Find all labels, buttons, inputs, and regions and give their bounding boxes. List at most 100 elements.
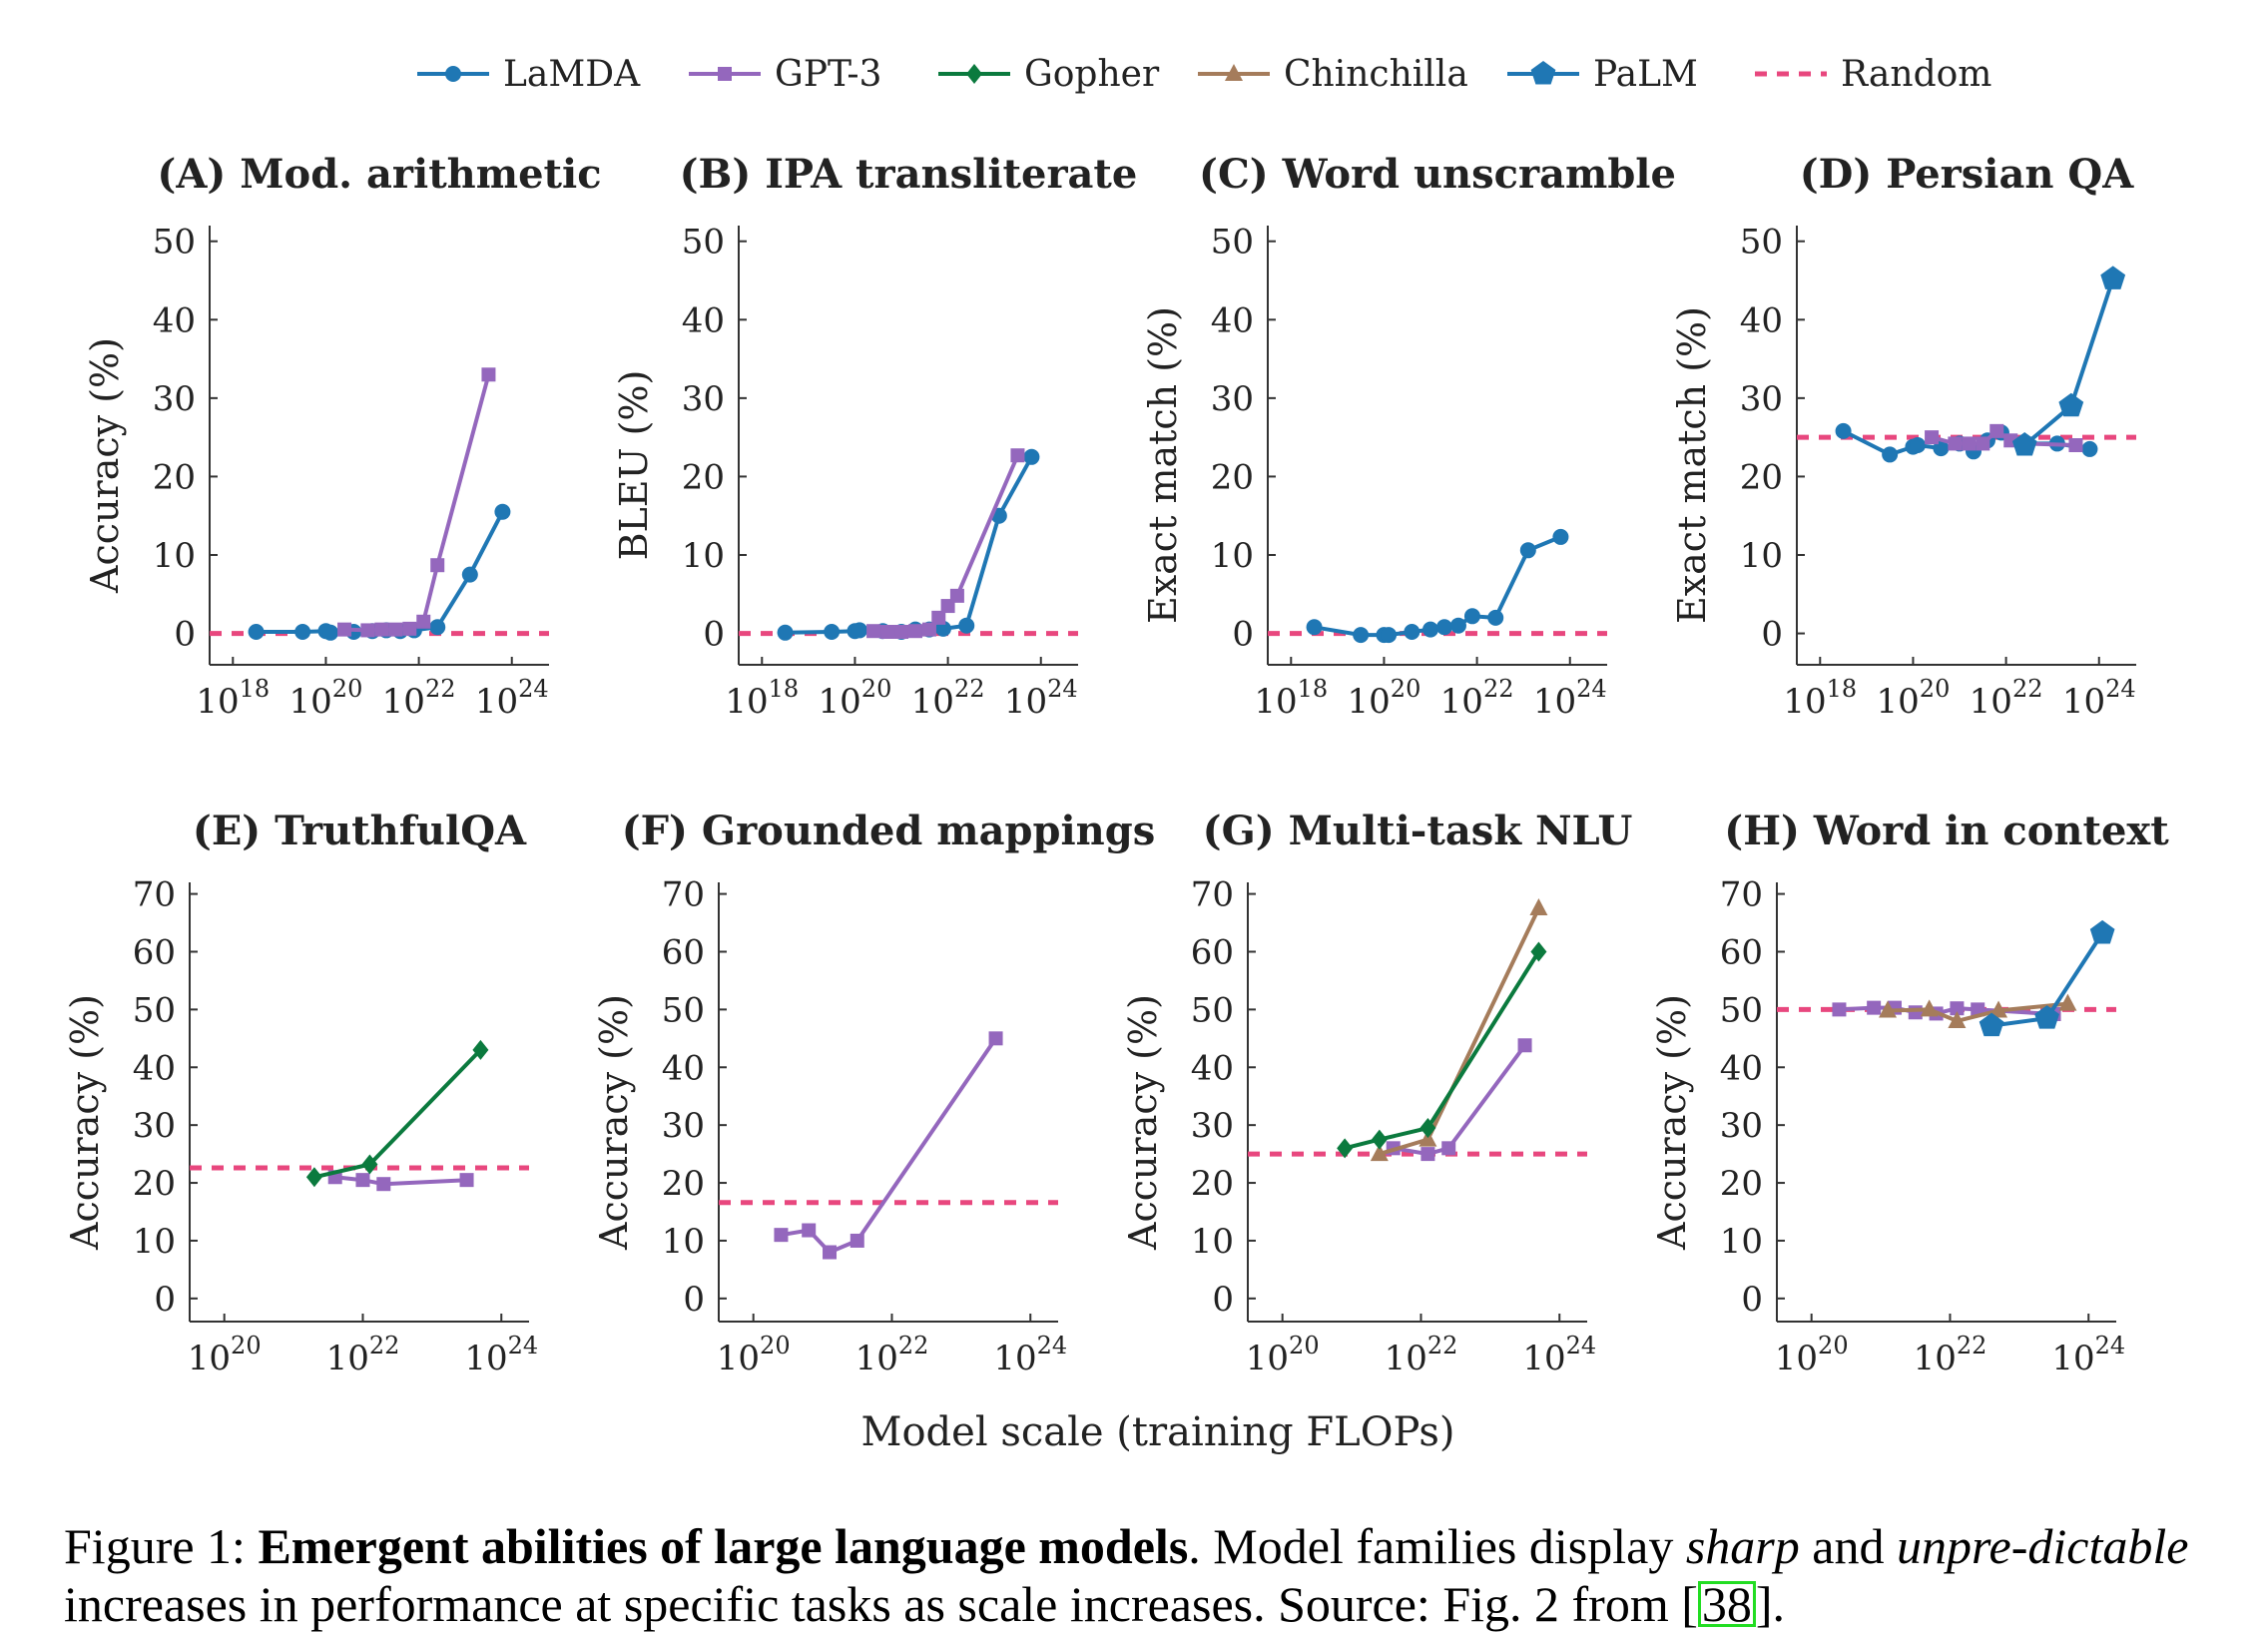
- y-axis-label: Exact match (%): [1670, 306, 1714, 624]
- data-point-lamda: [1519, 542, 1536, 559]
- y-tick-label: 40: [133, 1048, 176, 1088]
- x-tick-label: 1022: [1970, 675, 2043, 722]
- y-tick-label: 0: [683, 1280, 705, 1320]
- x-tick-label: 1022: [1914, 1332, 1987, 1378]
- caption-bold: Emergent abilities of large language mod…: [258, 1518, 1189, 1574]
- y-tick-label: 50: [1740, 223, 1783, 263]
- legend-label-gopher: Gopher: [1024, 54, 1160, 95]
- data-point-gpt-3: [949, 588, 964, 603]
- series-line-palm: [2022, 277, 2115, 447]
- data-point-chinchilla: [1920, 999, 1939, 1017]
- x-tick-label: 1024: [1533, 675, 1607, 722]
- data-point-gpt-3: [360, 623, 375, 638]
- legend-label-random: Random: [1841, 54, 1991, 95]
- data-point-lamda: [1835, 422, 1852, 439]
- x-tick-label: 1018: [196, 675, 270, 722]
- y-tick-label: 70: [133, 875, 176, 915]
- y-tick-label: 10: [1211, 536, 1254, 576]
- x-tick-label: 1022: [855, 1332, 929, 1378]
- data-point-gpt-3: [1867, 1000, 1882, 1015]
- y-tick-label: 10: [682, 536, 725, 576]
- x-tick-label: 1020: [717, 1332, 791, 1378]
- data-point-palm: [2100, 266, 2126, 289]
- y-axis-label: Accuracy (%): [1121, 994, 1165, 1251]
- data-point-gpt-3: [2068, 438, 2083, 452]
- data-point-gopher: [1530, 941, 1547, 962]
- legend-item-chinchilla: Chinchilla: [1198, 54, 1468, 95]
- citation-link[interactable]: 38: [1697, 1579, 1756, 1629]
- data-point-lamda: [1552, 528, 1569, 545]
- data-point-gpt-3: [921, 622, 936, 637]
- caption-italic-sharp: sharp: [1685, 1518, 1800, 1574]
- y-tick-label: 50: [1191, 990, 1234, 1030]
- y-axis-label: BLEU (%): [612, 370, 656, 561]
- series-gopher: [1337, 941, 1547, 1159]
- x-tick-label: 1024: [1522, 1332, 1596, 1378]
- y-tick-label: 10: [1720, 1222, 1763, 1262]
- data-point-gpt-3: [823, 1245, 838, 1260]
- data-point-gpt-3: [988, 1031, 1003, 1046]
- data-point-gpt-3: [1832, 1002, 1847, 1017]
- x-tick-label: 1024: [464, 1332, 538, 1378]
- series-gpt-3: [866, 448, 1025, 639]
- data-point-gpt-3: [850, 1233, 864, 1248]
- x-tick-label: 1020: [1246, 1332, 1320, 1378]
- data-point-lamda: [1487, 609, 1504, 626]
- data-point-gopher: [1371, 1129, 1388, 1150]
- y-tick-label: 40: [682, 300, 725, 340]
- y-tick-label: 30: [1740, 379, 1783, 419]
- y-tick-label: 70: [662, 875, 705, 915]
- y-tick-label: 30: [1211, 379, 1254, 419]
- y-tick-label: 0: [703, 615, 725, 655]
- x-tick-label: 1022: [1385, 1332, 1458, 1378]
- y-tick-label: 40: [1211, 300, 1254, 340]
- data-point-gpt-3: [866, 624, 881, 639]
- y-tick-label: 20: [1720, 1164, 1763, 1204]
- data-point-lamda: [294, 624, 311, 640]
- data-point-gpt-3: [931, 610, 946, 625]
- data-point-lamda: [1449, 617, 1466, 634]
- data-point-lamda: [1023, 448, 1040, 465]
- y-tick-label: 50: [133, 990, 176, 1030]
- data-point-lamda: [1381, 627, 1398, 644]
- data-point-palm: [2034, 1005, 2059, 1029]
- series-gopher: [305, 1039, 489, 1188]
- y-tick-label: 40: [153, 300, 196, 340]
- panel-f-grounded-mappings: (F) Grounded mappings0102030405060701020…: [592, 808, 1155, 1378]
- x-tick-label: 1022: [326, 1332, 400, 1378]
- data-point-gopher: [361, 1154, 378, 1175]
- data-point-lamda: [248, 624, 265, 640]
- series-line-gopher: [313, 1048, 482, 1180]
- caption-italic-unpredictable: unpre-dictable: [1896, 1518, 2189, 1574]
- data-point-gpt-3: [1420, 1147, 1435, 1162]
- data-point-gpt-3: [1010, 448, 1025, 463]
- data-point-chinchilla: [1879, 1000, 1898, 1018]
- series-line-gpt-3: [1393, 1044, 1527, 1157]
- data-point-palm: [2089, 919, 2115, 944]
- data-point-gpt-3: [1908, 1005, 1923, 1020]
- data-point-lamda: [1910, 437, 1927, 453]
- data-point-lamda: [958, 617, 975, 634]
- data-point-chinchilla: [1948, 1010, 1967, 1028]
- y-tick-label: 30: [1191, 1106, 1234, 1146]
- y-axis-label: Accuracy (%): [592, 994, 636, 1251]
- y-tick-label: 10: [153, 536, 196, 576]
- data-point-lamda: [461, 566, 478, 583]
- y-tick-label: 20: [1211, 457, 1254, 497]
- x-tick-label: 1020: [819, 675, 892, 722]
- data-point-gpt-3: [894, 625, 909, 639]
- series-line-lamda: [785, 455, 1034, 635]
- caption-text-3: increases in performance at specific tas…: [64, 1576, 1698, 1632]
- caption-text-1: . Model families display: [1188, 1518, 1686, 1574]
- x-tick-label: 1020: [1775, 1332, 1849, 1378]
- y-axis-label: Exact match (%): [1141, 306, 1185, 624]
- data-point-lamda: [1422, 621, 1439, 638]
- y-tick-label: 10: [1191, 1222, 1234, 1262]
- y-tick-label: 0: [1212, 1280, 1234, 1320]
- legend-marker-lamda: [445, 66, 461, 82]
- data-point-chinchilla: [1418, 1129, 1437, 1147]
- x-tick-label: 1024: [2062, 675, 2136, 722]
